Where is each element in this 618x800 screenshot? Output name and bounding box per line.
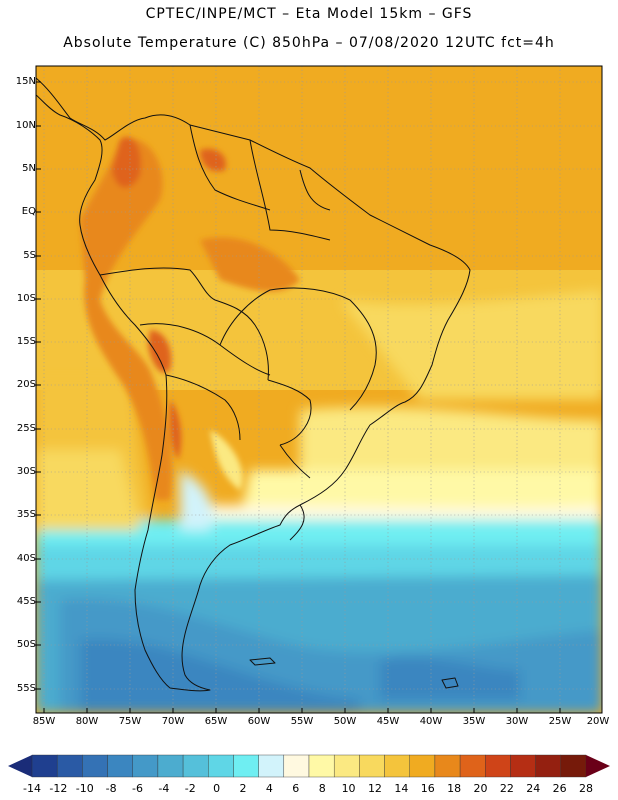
colorbar-swatch <box>384 754 410 778</box>
colorbar <box>8 754 610 778</box>
colorbar-label: 24 <box>526 782 541 795</box>
colorbar-swatch <box>258 754 285 778</box>
colorbar-swatch <box>409 754 436 778</box>
lon-label: 80W <box>75 716 99 727</box>
colorbar-label: 16 <box>420 782 435 795</box>
colorbar-label: 2 <box>239 782 247 795</box>
colorbar-swatch <box>107 754 133 778</box>
colorbar-label: -8 <box>105 782 117 795</box>
lon-label: 35W <box>462 716 486 727</box>
colorbar-arrow-left <box>8 755 32 777</box>
colorbar-swatch <box>333 754 360 778</box>
grid-lines <box>36 66 602 713</box>
colorbar-swatch <box>208 754 234 778</box>
lat-label: 5N <box>22 163 36 174</box>
colorbar-swatch <box>182 754 209 778</box>
colorbar-swatch <box>459 754 486 778</box>
colorbar-swatch <box>56 754 83 778</box>
lon-label: 65W <box>204 716 228 727</box>
colorbar-label: 18 <box>447 782 462 795</box>
lon-label: 55W <box>290 716 314 727</box>
colorbar-label: 20 <box>473 782 488 795</box>
colorbar-label: -2 <box>184 782 196 795</box>
colorbar-swatch <box>560 754 587 778</box>
title-line-1: CPTEC/INPE/MCT – Eta Model 15km – GFS <box>145 6 473 22</box>
colorbar-swatch <box>31 754 58 778</box>
colorbar-label: -12 <box>49 782 68 795</box>
lat-label: 15S <box>16 336 36 347</box>
lon-label: 75W <box>118 716 142 727</box>
lon-label: 40W <box>419 716 443 727</box>
colorbar-swatch <box>359 754 385 778</box>
colorbar-label: 12 <box>367 782 382 795</box>
temperature-field <box>36 66 602 713</box>
lon-label: 30W <box>505 716 529 727</box>
lat-label: 40S <box>16 553 36 564</box>
lat-label: 45S <box>16 596 36 607</box>
colorbar-label: 10 <box>341 782 356 795</box>
lat-label: 50S <box>16 639 36 650</box>
lat-label: 10S <box>16 293 36 304</box>
colorbar-label: -4 <box>158 782 170 795</box>
colorbar-swatch <box>535 754 562 778</box>
lat-label: 20S <box>16 379 36 390</box>
colorbar-label: 26 <box>552 782 567 795</box>
colorbar-swatch <box>434 754 461 778</box>
colorbar-arrow-right <box>586 755 610 777</box>
colorbar-label: 0 <box>213 782 221 795</box>
colorbar-label: -6 <box>132 782 143 795</box>
lon-label: 60W <box>247 716 271 727</box>
axis-ticks <box>36 81 561 713</box>
temperature-map <box>35 65 603 714</box>
lat-label: 35S <box>16 509 36 520</box>
lon-label: 45W <box>376 716 400 727</box>
lon-label: 50W <box>333 716 357 727</box>
lat-label: 15N <box>15 76 36 87</box>
colorbar-swatch <box>485 754 511 778</box>
colorbar-swatch <box>132 754 159 778</box>
colorbar-label: 4 <box>265 782 273 795</box>
lat-label: EQ <box>21 206 36 217</box>
colorbar-label: 14 <box>394 782 409 795</box>
colorbar-label: 8 <box>318 782 326 795</box>
colorbar-swatch <box>308 754 335 778</box>
lon-label: 70W <box>161 716 185 727</box>
colorbar-swatch <box>157 754 184 778</box>
colorbar-swatch <box>510 754 536 778</box>
lat-label: 25S <box>16 423 36 434</box>
colorbar-label: -14 <box>23 782 41 795</box>
lon-label: 20W <box>586 716 610 727</box>
lat-label: 10N <box>15 120 36 131</box>
lon-label: 25W <box>548 716 572 727</box>
coastlines <box>36 77 471 692</box>
colorbar-label: 22 <box>499 782 514 795</box>
colorbar-swatch <box>283 754 310 778</box>
colorbar-label: 6 <box>292 782 300 795</box>
title-line-2: Absolute Temperature (C) 850hPa – 07/08/… <box>63 35 555 51</box>
lat-label: 55S <box>16 683 36 694</box>
colorbar-label: -10 <box>75 782 94 795</box>
lon-label: 85W <box>32 716 56 727</box>
colorbar-label: 28 <box>579 782 593 795</box>
lat-label: 5S <box>23 250 36 261</box>
colorbar-swatch <box>82 754 108 778</box>
lat-label: 30S <box>16 466 36 477</box>
colorbar-swatch <box>233 754 259 778</box>
